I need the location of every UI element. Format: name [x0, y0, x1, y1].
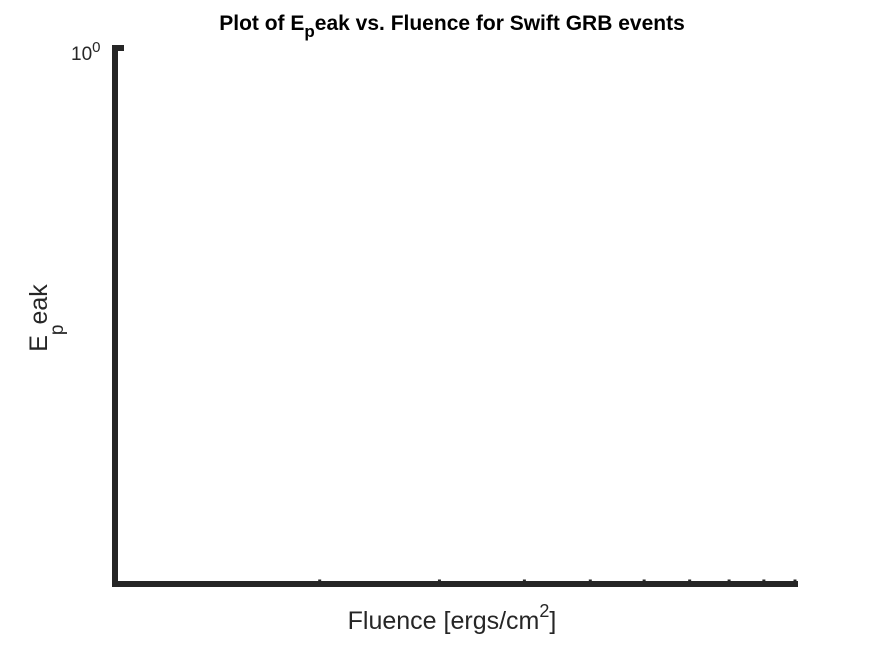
- y-tick-label-base: 10: [71, 44, 92, 65]
- x-axis-label-superscript: 2: [539, 601, 549, 621]
- x-axis-label-main: Fluence [ergs/cm: [348, 607, 540, 635]
- y-tick-label: 100: [71, 39, 100, 65]
- chart-title-prefix: Plot of E: [219, 12, 304, 35]
- y-axis-label: Epeak: [25, 284, 68, 352]
- axes: [112, 45, 798, 587]
- y-tick-labels: 100: [71, 39, 100, 65]
- y-axis-label-main: E: [25, 335, 53, 352]
- chart-title-subscript: p: [304, 22, 314, 41]
- x-axis-label: Fluence [ergs/cm2]: [348, 601, 557, 635]
- y-axis-label-subscript: p: [47, 325, 68, 336]
- chart-title-suffix: eak vs. Fluence for Swift GRB events: [315, 12, 685, 35]
- y-axis-label-suffix: eak: [25, 284, 53, 325]
- chart-title: Plot of Epeak vs. Fluence for Swift GRB …: [219, 12, 685, 41]
- y-tick-label-exponent: 0: [92, 39, 100, 56]
- x-axis-label-end: ]: [549, 607, 556, 635]
